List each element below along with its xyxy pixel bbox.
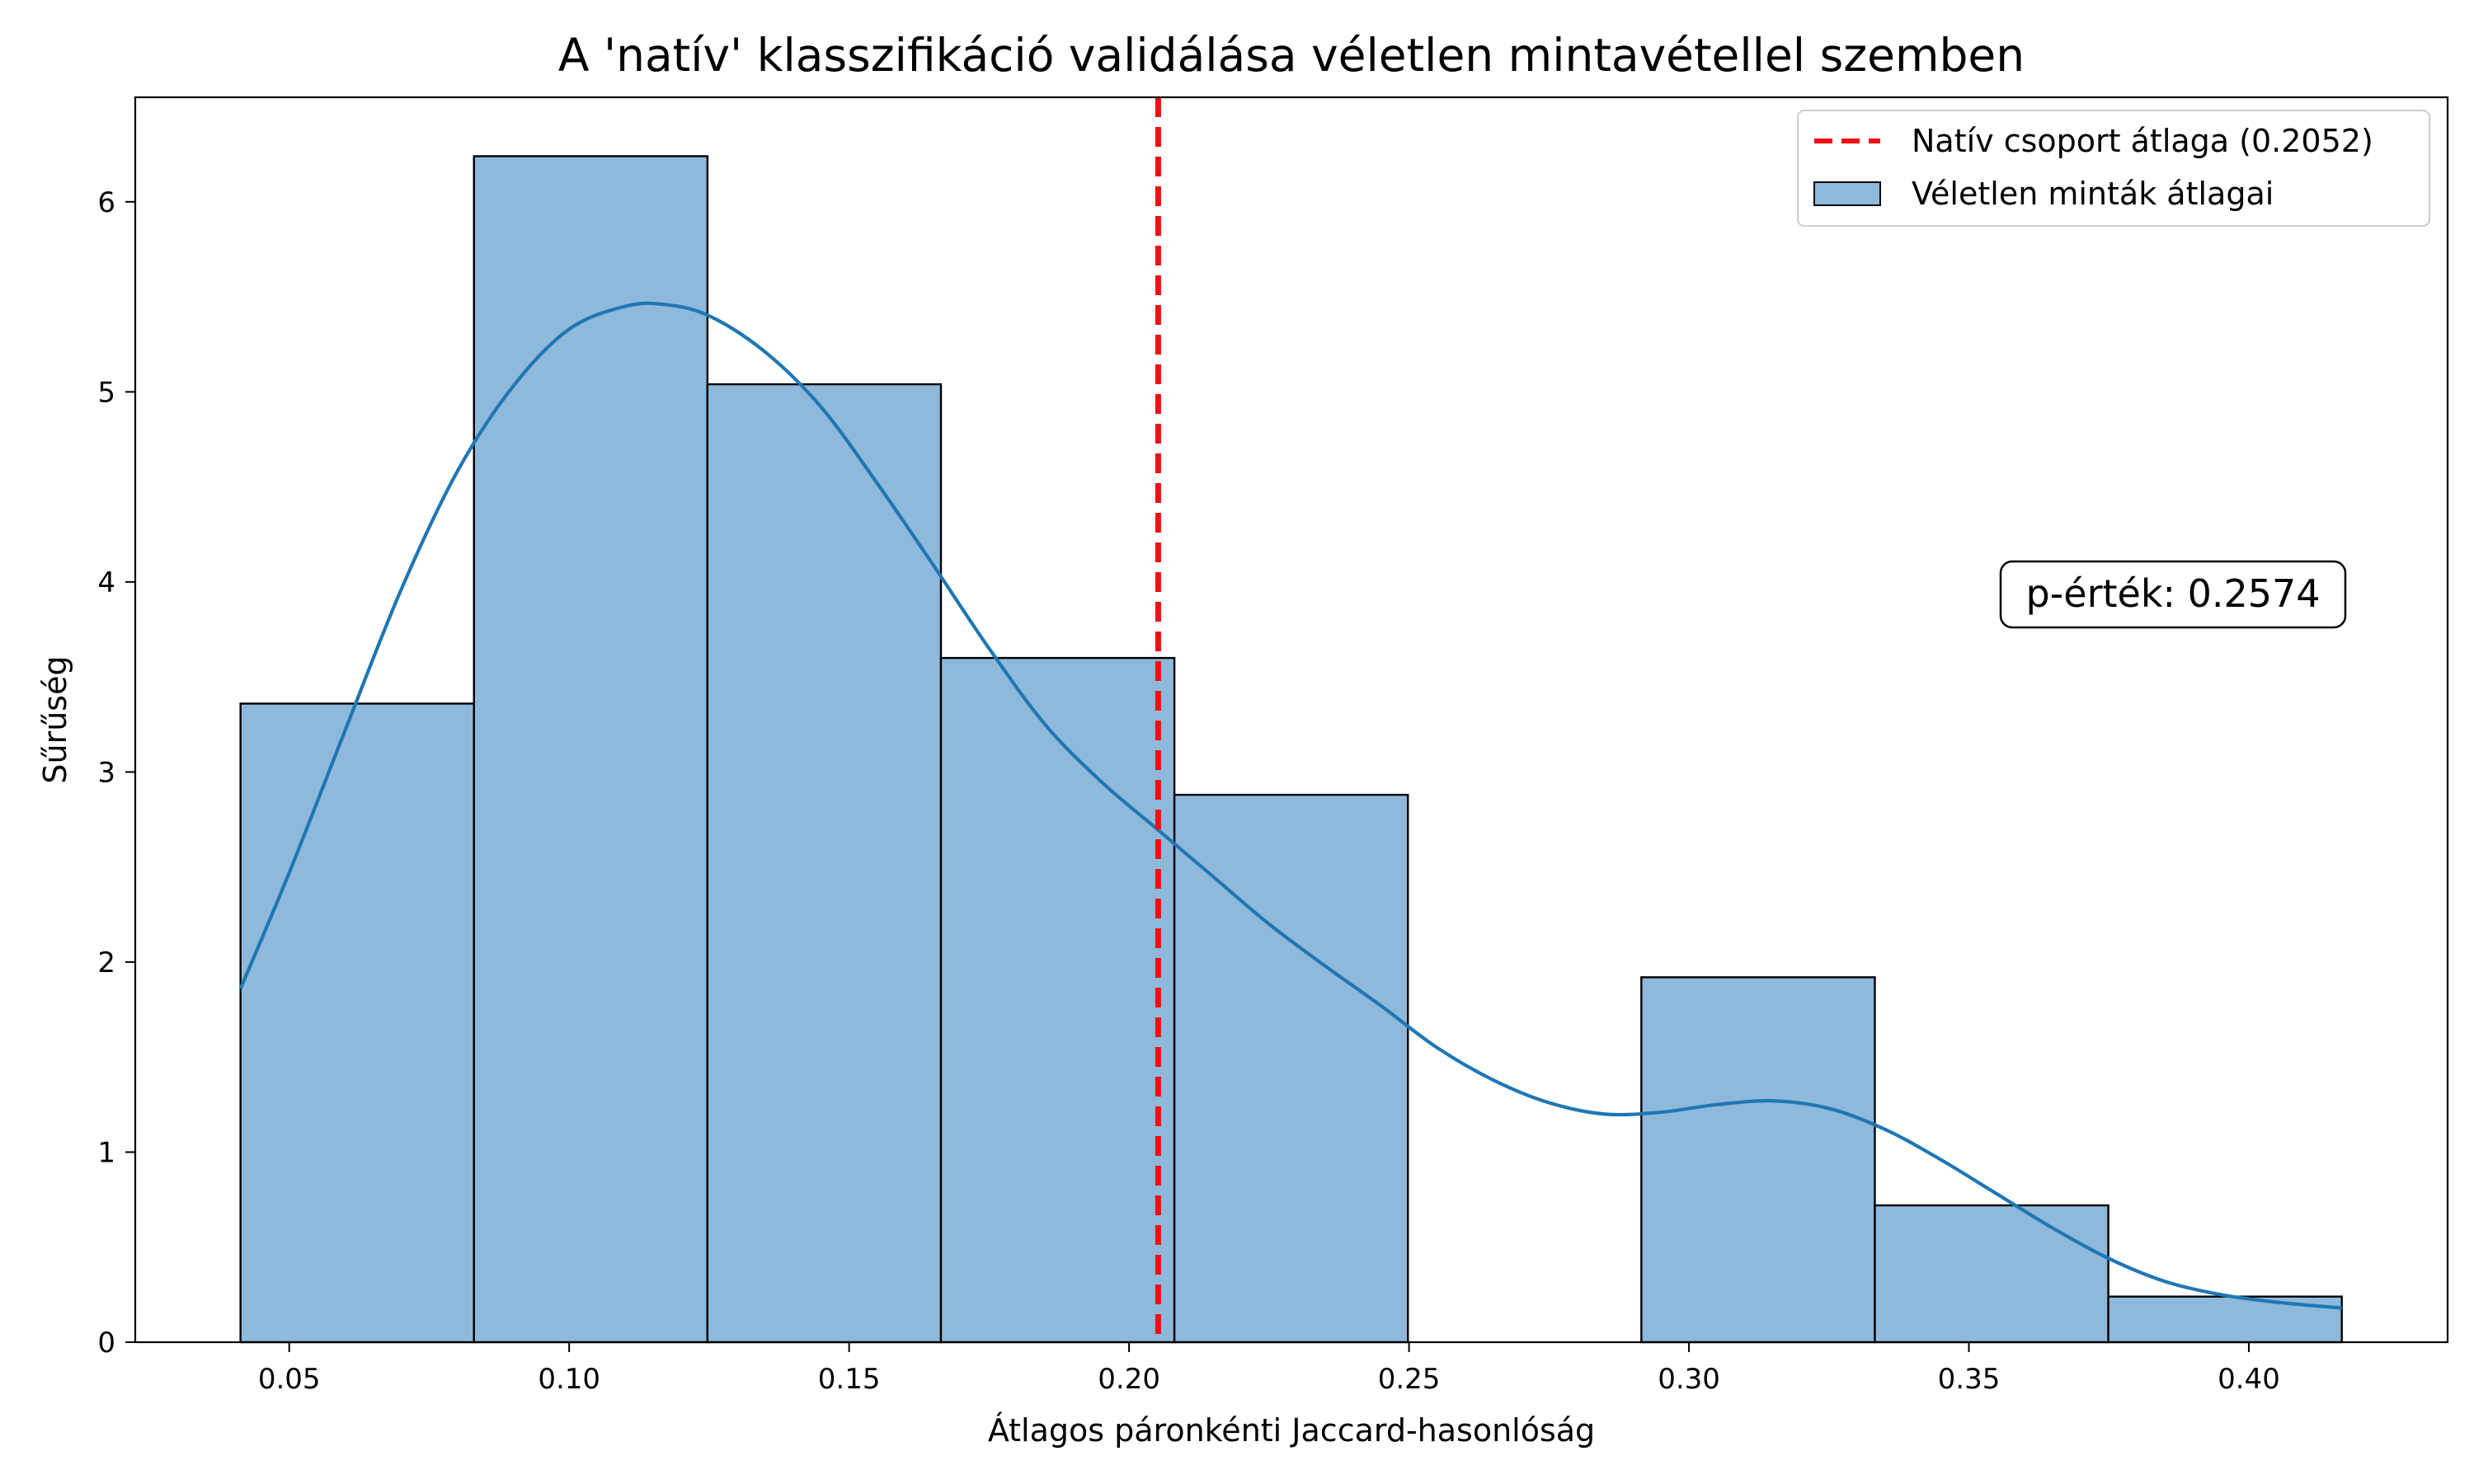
chart-title: A 'natív' klasszifikáció validálása véle… bbox=[558, 29, 2025, 82]
y-tick-label: 4 bbox=[97, 566, 115, 599]
histogram-bar bbox=[1640, 976, 1876, 1344]
y-tick-label: 6 bbox=[97, 186, 115, 219]
legend-box bbox=[1797, 110, 2430, 227]
y-tick-label: 1 bbox=[97, 1136, 115, 1169]
y-tick-label: 5 bbox=[97, 376, 115, 409]
p-value-box bbox=[1999, 560, 2347, 629]
histogram-bar bbox=[1173, 793, 1409, 1344]
plot-frame bbox=[134, 96, 2449, 1344]
x-tick-label: 0.10 bbox=[538, 1363, 600, 1396]
y-axis-label: Sűrűség bbox=[37, 655, 73, 783]
x-tick-label: 0.20 bbox=[1098, 1363, 1160, 1396]
y-tick-label: 2 bbox=[97, 946, 115, 979]
y-tick-label: 0 bbox=[97, 1327, 115, 1360]
x-tick-label: 0.35 bbox=[1938, 1363, 2001, 1396]
x-tick-label: 0.15 bbox=[818, 1363, 881, 1396]
legend: Natív csoport átlaga (0.2052) Véletlen m… bbox=[1797, 110, 2430, 227]
histogram-bar bbox=[239, 702, 475, 1344]
x-axis-ticks: 0.05 0.10 0.15 0.20 0.25 0.30 0.35 0.40 bbox=[258, 1342, 2280, 1396]
y-tick-label: 3 bbox=[97, 756, 115, 789]
histogram-bar bbox=[473, 155, 709, 1344]
histogram-bar bbox=[939, 656, 1176, 1344]
histogram-bar bbox=[706, 383, 943, 1344]
x-tick-label: 0.30 bbox=[1658, 1363, 1720, 1396]
legend-hist-label: Véletlen minták átlagai bbox=[1912, 176, 2274, 212]
x-tick-label: 0.40 bbox=[2218, 1363, 2280, 1396]
y-axis-ticks: 0 1 2 3 4 5 6 bbox=[97, 186, 135, 1360]
p-value-annotation: p-érték: 0.2574 bbox=[1999, 560, 2347, 629]
x-tick-label: 0.05 bbox=[258, 1363, 321, 1396]
legend-hist-swatch bbox=[1813, 181, 1881, 206]
x-tick-label: 0.25 bbox=[1378, 1363, 1441, 1396]
legend-vline-label: Natív csoport átlaga (0.2052) bbox=[1912, 123, 2373, 159]
histogram-bars bbox=[239, 155, 2343, 1344]
p-value-text: p-érték: 0.2574 bbox=[2025, 571, 2320, 616]
kde-layer bbox=[238, 301, 2342, 1310]
kde-curve bbox=[238, 301, 2342, 1310]
histogram-bar bbox=[1874, 1204, 2109, 1344]
x-axis-label: Átlagos páronkénti Jaccard-hasonlóság bbox=[988, 1412, 1595, 1449]
